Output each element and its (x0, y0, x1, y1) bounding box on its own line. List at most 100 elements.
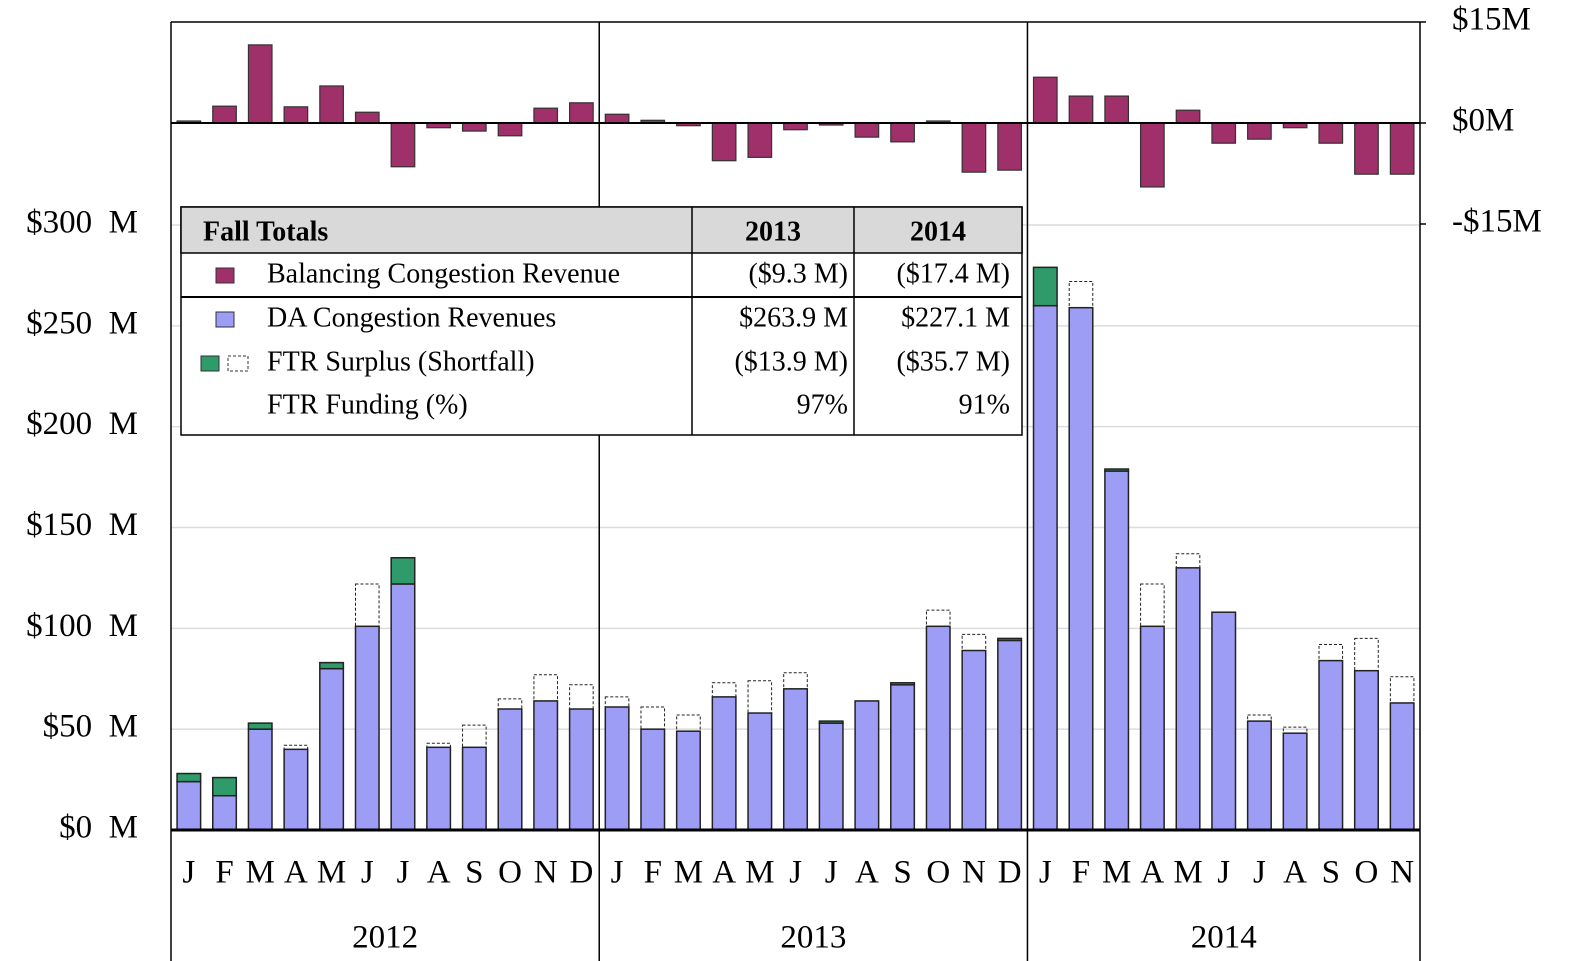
x-tick-label: J (825, 855, 838, 891)
x-tick-label: A (427, 855, 451, 891)
bar (1175, 109, 1201, 124)
x-tick-label: J (397, 855, 410, 891)
bar (1354, 122, 1379, 175)
x-tick-label: M (317, 855, 346, 891)
bar (711, 122, 737, 162)
x-tick-label: M (745, 855, 774, 891)
bar-segment (890, 682, 916, 686)
bar (533, 107, 559, 124)
bar (1032, 76, 1058, 124)
bar (1139, 122, 1165, 188)
bar (212, 105, 237, 124)
bar (604, 706, 630, 831)
bar (1247, 122, 1272, 140)
bar (497, 122, 523, 137)
table-header: 2014 (910, 216, 966, 247)
shortfall-box (747, 680, 773, 714)
bar-segment (997, 637, 1023, 642)
table-cell: ($17.4 M) (896, 258, 1010, 289)
bar (783, 122, 808, 131)
bar-segment (390, 557, 416, 585)
x-tick-label: O (498, 855, 522, 891)
x-tick-label: M (674, 855, 703, 891)
bar (640, 728, 666, 831)
x-tick-label: J (361, 855, 374, 891)
bar (426, 746, 452, 831)
shortfall-box (354, 583, 380, 627)
x-tick-label: S (893, 855, 911, 891)
bar (1318, 659, 1344, 831)
x-tick-label: J (789, 855, 802, 891)
bar-segment (1104, 468, 1130, 472)
bar (961, 649, 987, 831)
y2-tick-label: $15M (1452, 2, 1531, 38)
x-tick-label: M (246, 855, 275, 891)
bar (461, 122, 487, 132)
x-tick-label: A (855, 855, 879, 891)
bar (1104, 95, 1130, 124)
table-header: 2013 (745, 216, 801, 247)
table-cell: ($9.3 M) (748, 258, 848, 289)
y-tick-label: $50 M (43, 709, 138, 745)
bar (818, 722, 844, 831)
x-tick-label: M (1173, 855, 1202, 891)
y-tick-label: $100 M (26, 608, 138, 644)
shortfall-box (676, 714, 701, 732)
x-tick-label: J (1217, 855, 1230, 891)
group-label: 2014 (1191, 920, 1257, 956)
x-tick-label: N (534, 855, 558, 891)
bar (390, 122, 416, 168)
shortfall-box (533, 674, 558, 702)
bar (212, 794, 238, 831)
shortfall-box (1140, 583, 1165, 627)
bar-segment (319, 661, 345, 670)
x-tick-label: N (962, 855, 986, 891)
x-tick-label: A (1140, 855, 1164, 891)
bar (782, 688, 809, 831)
x-tick-label: F (1072, 855, 1090, 891)
bar (1139, 625, 1165, 831)
table-cell: 91% (959, 389, 1010, 420)
shortfall-box (1282, 726, 1308, 734)
bar (997, 639, 1023, 831)
shortfall-box (569, 684, 594, 710)
shortfall-box (604, 696, 630, 708)
shortfall-box (925, 609, 951, 627)
x-tick-label: M (1102, 855, 1131, 891)
x-tick-label: S (465, 855, 483, 891)
y-tick-label: $300 M (26, 205, 138, 241)
x-tick-label: O (1355, 855, 1379, 891)
x-tick-label: A (1283, 855, 1307, 891)
bar (1104, 470, 1130, 831)
bar (1211, 122, 1237, 144)
y-tick-label: $200 M (26, 406, 138, 442)
y2-tick-label: $0M (1452, 103, 1514, 139)
shortfall-box (283, 744, 309, 750)
legend-table: Fall Totals 2013 2014 Balancing Congesti… (180, 206, 1023, 436)
x-tick-label: J (1253, 855, 1266, 891)
bar (1282, 732, 1308, 831)
x-tick-label: J (611, 855, 624, 891)
shortfall-box (497, 698, 523, 710)
shortfall-box (426, 742, 451, 748)
bar (1032, 304, 1058, 831)
bar (247, 44, 273, 124)
bar-segment (1032, 266, 1058, 307)
shortfall-box (1389, 676, 1415, 704)
legend-label: DA Congestion Revenues (267, 302, 556, 333)
bar (354, 111, 380, 124)
bar (283, 748, 309, 831)
bar-segment (247, 722, 273, 730)
bar (1068, 95, 1094, 124)
shortfall-box (1247, 714, 1272, 722)
bar (1353, 669, 1379, 831)
bar (747, 122, 773, 158)
table-cell: ($35.7 M) (896, 346, 1010, 377)
x-tick-label: F (215, 855, 233, 891)
bar (890, 122, 915, 143)
bar (1246, 720, 1272, 831)
bar-segment (212, 776, 238, 797)
legend-swatch (227, 355, 249, 372)
group-label: 2012 (352, 920, 418, 956)
